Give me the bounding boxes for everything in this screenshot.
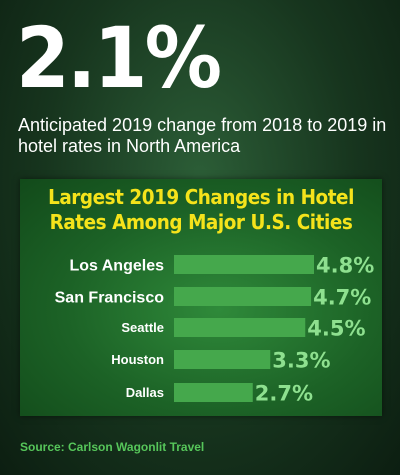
bar-label: Los Angeles bbox=[69, 257, 164, 274]
bar-label: Houston bbox=[111, 352, 164, 367]
bar bbox=[174, 287, 312, 306]
bar-value-label: 2.7% bbox=[255, 382, 313, 406]
bar-chart: Los Angeles 4.8% San Francisco 4.7% Seattle 4… bbox=[55, 254, 375, 406]
bar-value-label: 4.8% bbox=[316, 254, 374, 278]
chart-panel: Largest 2019 Changes in Hotel Rates Amon… bbox=[20, 179, 382, 416]
bar bbox=[174, 318, 306, 337]
bar bbox=[174, 383, 253, 402]
bar-label: Dallas bbox=[126, 385, 164, 400]
bar-value-label: 3.3% bbox=[272, 349, 330, 373]
chart-title: Largest 2019 Changes in Hotel Rates Amon… bbox=[48, 185, 354, 234]
bar bbox=[174, 255, 314, 274]
headline-description: Anticipated 2019 change from 2018 to 201… bbox=[18, 115, 387, 156]
headline-value: 2.1% bbox=[16, 9, 222, 107]
bar-label: San Francisco bbox=[55, 289, 165, 306]
bar-value-label: 4.7% bbox=[313, 286, 371, 310]
bar-value-label: 4.5% bbox=[307, 317, 365, 341]
bar bbox=[174, 350, 271, 369]
bar-label: Seattle bbox=[121, 320, 164, 335]
source-note: Source: Carlson Wagonlit Travel bbox=[20, 440, 205, 454]
